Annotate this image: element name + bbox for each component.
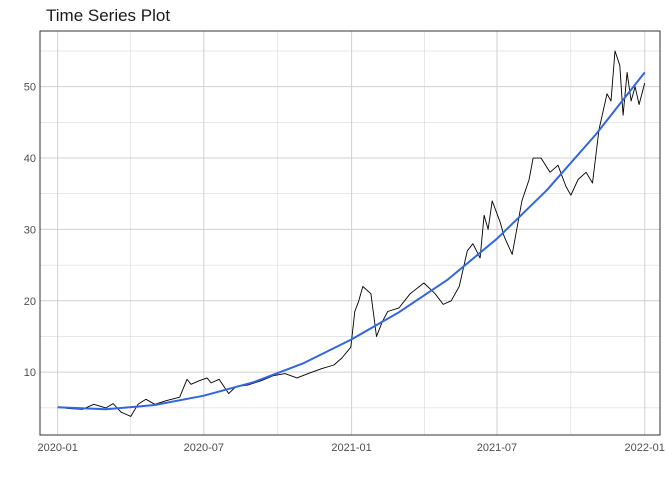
axis-labels: 10 20 30 40 50 2020-01 2020-07 2021-01 2021-07 20… xyxy=(24,82,665,454)
y-tick-label: 40 xyxy=(24,153,36,165)
y-tick-label: 50 xyxy=(24,82,36,94)
panel-border xyxy=(39,30,661,436)
series-line xyxy=(57,50,646,417)
chart-title: Time Series Plot xyxy=(46,6,171,25)
x-tick-label: 2022-01 xyxy=(625,442,665,454)
y-tick-label: 10 xyxy=(24,367,36,379)
x-tick-label: 2021-01 xyxy=(331,442,371,454)
grid-lines xyxy=(40,31,660,435)
x-tick-label: 2021-07 xyxy=(477,442,517,454)
series-lines xyxy=(57,50,646,417)
x-tick-label: 2020-01 xyxy=(37,442,77,454)
y-tick-label: 20 xyxy=(24,296,36,308)
y-tick-label: 30 xyxy=(24,224,36,236)
x-tick-label: 2020-07 xyxy=(184,442,224,454)
trend-line xyxy=(57,71,646,411)
